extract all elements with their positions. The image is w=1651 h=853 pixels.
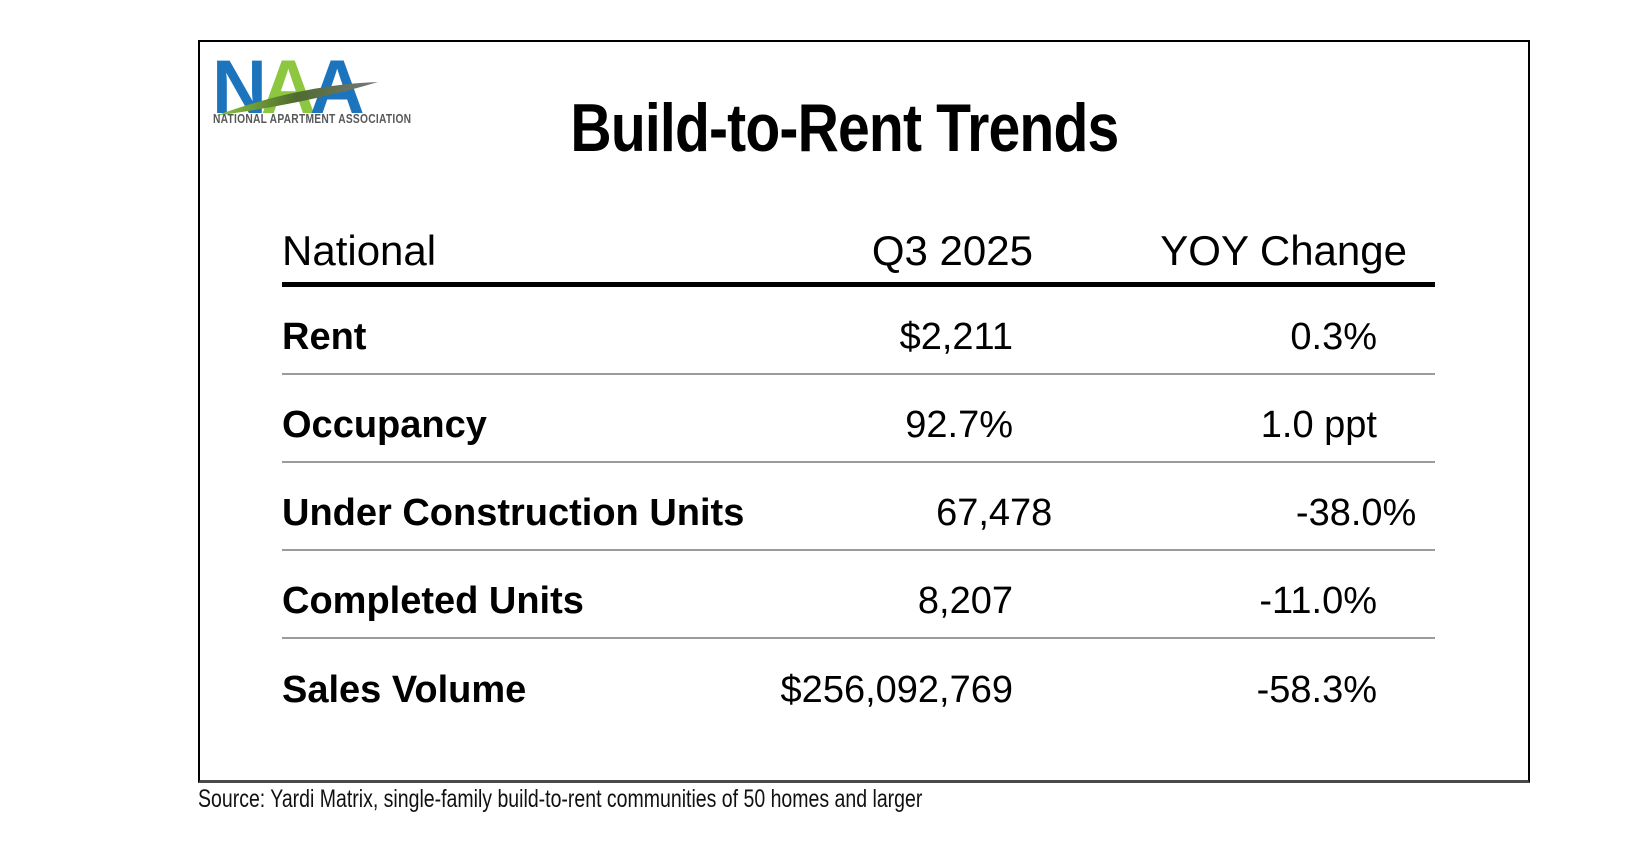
row-label: Occupancy — [282, 404, 487, 447]
naa-logo: N A A NATIONAL APARTMENT ASSOCIATION — [212, 45, 411, 155]
row-value-q3: 67,478 — [936, 492, 1053, 535]
table-row-occupancy: Occupancy 92.7% 1.0 ppt — [282, 375, 1435, 463]
row-value-yoy: -58.3% — [1256, 669, 1377, 712]
row-value-q3: $256,092,769 — [780, 669, 1013, 712]
logo-letter-a1: A — [260, 45, 316, 130]
row-label: Rent — [282, 316, 367, 359]
header-national: National — [282, 226, 437, 274]
row-value-yoy: -38.0% — [1295, 492, 1417, 535]
table-header-row: National Q3 2025 YOY Change — [282, 197, 1435, 287]
row-label: Under Construction Units — [282, 492, 745, 535]
trends-table: National Q3 2025 YOY Change Rent $2,211 … — [282, 197, 1435, 727]
row-value-yoy: 0.3% — [1290, 316, 1377, 359]
row-value-q3: 92.7% — [905, 404, 1013, 447]
source-note: Source: Yardi Matrix, single-family buil… — [198, 785, 923, 813]
row-value-q3: 8,207 — [917, 580, 1013, 623]
table-row-sales-volume: Sales Volume $256,092,769 -58.3% — [282, 639, 1435, 727]
table-row-rent: Rent $2,211 0.3% — [282, 287, 1435, 375]
row-value-yoy: -11.0% — [1259, 580, 1377, 623]
header-q3-2025: Q3 2025 — [871, 226, 1033, 274]
page-title: Build-to-Rent Trends — [570, 90, 1119, 166]
logo-swoosh-icon — [215, 82, 378, 116]
table-row-completed-units: Completed Units 8,207 -11.0% — [282, 551, 1435, 639]
table-row-under-construction-units: Under Construction Units 67,478 -38.0% — [282, 463, 1435, 551]
row-value-q3: $2,211 — [899, 316, 1013, 359]
row-label: Sales Volume — [282, 669, 527, 712]
infographic-card: N A A NATIONAL APARTMENT ASSOCIATION Bui… — [198, 40, 1530, 783]
row-value-yoy: 1.0 ppt — [1260, 404, 1377, 447]
row-label: Completed Units — [282, 580, 584, 623]
header-yoy-change: YOY Change — [1160, 226, 1407, 274]
logo-tagline: NATIONAL APARTMENT ASSOCIATION — [213, 112, 412, 126]
logo-letter-n: N — [212, 45, 267, 130]
